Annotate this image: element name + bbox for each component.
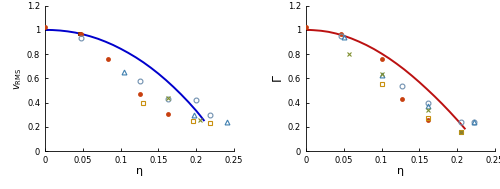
X-axis label: η: η bbox=[397, 167, 404, 177]
Y-axis label: $\Gamma$: $\Gamma$ bbox=[272, 74, 285, 83]
Y-axis label: $v_\mathrm{RMS}$: $v_\mathrm{RMS}$ bbox=[12, 67, 24, 90]
X-axis label: η: η bbox=[136, 167, 143, 177]
